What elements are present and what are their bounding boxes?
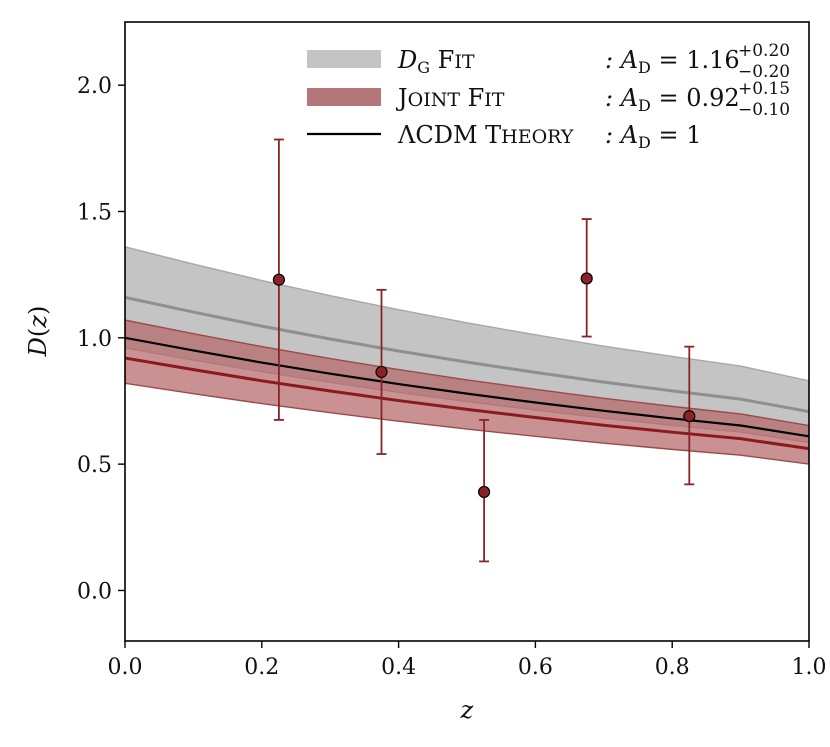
data-point-4 — [683, 410, 696, 423]
y-axis: 0.0 0.5 1.0 1.5 2.0 — [77, 74, 125, 604]
legend-upper-err-dg-fit: +0.20 — [738, 41, 790, 61]
line-joint-fit — [125, 356, 809, 451]
legend-label-lcdm: ΛCDM THEORY — [397, 121, 574, 149]
x-tick-label-0: 0.0 — [108, 655, 143, 680]
data-points-layer — [272, 138, 696, 563]
data-point-3 — [580, 272, 593, 285]
x-axis: 0.0 0.2 0.4 0.6 0.8 1.0 — [108, 641, 827, 680]
x-tick-label-2: 0.4 — [381, 655, 416, 680]
legend-swatch-joint-fit — [307, 88, 381, 106]
legend-lower-err-joint-fit: −0.10 — [738, 100, 790, 120]
legend-value-lcdm: : AD = 1 — [605, 121, 702, 152]
legend-value-joint-fit: : AD = 0.92 — [605, 84, 740, 115]
legend-upper-err-joint-fit: +0.15 — [738, 79, 790, 99]
x-axis-label: z — [460, 696, 474, 724]
legend-label-dg-fit: DG FIT — [397, 46, 475, 77]
curve-layer — [125, 295, 809, 451]
y-tick-label-2: 1.0 — [77, 327, 112, 352]
y-axis-label: D(z) — [24, 306, 52, 358]
line-cdm-theory — [125, 336, 809, 438]
x-tick-label-5: 1.0 — [792, 655, 827, 680]
line-d-g-fit — [125, 295, 809, 414]
y-tick-label-4: 2.0 — [77, 74, 112, 99]
x-tick-label-4: 0.8 — [655, 655, 690, 680]
x-tick-label-1: 0.2 — [244, 655, 279, 680]
data-point-0 — [272, 273, 285, 286]
legend-lower-err-dg-fit: −0.20 — [738, 62, 790, 82]
data-point-1 — [375, 365, 388, 379]
plot-frame — [124, 21, 810, 642]
y-tick-label-3: 1.5 — [77, 200, 112, 225]
y-tick-label-1: 0.5 — [77, 453, 112, 478]
y-tick-label-0: 0.0 — [77, 579, 112, 604]
legend-swatch-dg-fit — [307, 50, 381, 68]
data-point-2 — [478, 485, 491, 499]
legend: DG FIT : AD = 1.16 +0.20 −0.20 JOINT FIT… — [307, 41, 790, 152]
legend-value-dg-fit: : AD = 1.16 — [605, 46, 740, 77]
legend-label-joint-fit: JOINT FIT — [395, 84, 505, 112]
x-tick-label-3: 0.6 — [518, 655, 553, 680]
